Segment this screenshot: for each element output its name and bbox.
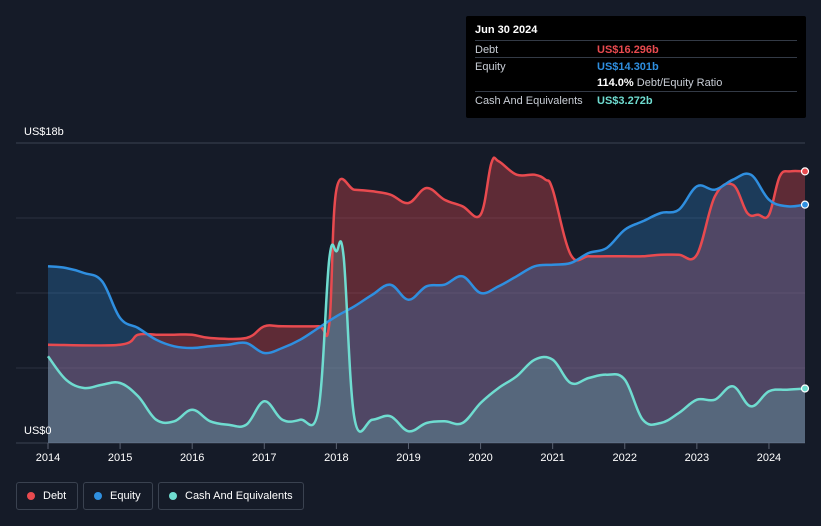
equity-end-marker [800, 200, 810, 209]
series-areas [48, 157, 805, 443]
x-tick-label: 2020 [468, 452, 492, 464]
y-axis-top-label: US$18b [24, 126, 64, 138]
x-axis-ticks: 2014 2015 2016 2017 2018 2019 2020 2021 2022 2023… [36, 443, 781, 464]
end-markers [800, 167, 810, 393]
tooltip-value: US$16.296b [597, 44, 659, 56]
debt-line [47, 156, 806, 347]
legend-label: Cash And Equivalents [185, 490, 293, 502]
x-tick-label: 2021 [540, 452, 564, 464]
series-lines [46, 156, 806, 433]
legend-dot [169, 492, 177, 500]
tooltip-date: Jun 30 2024 [475, 24, 538, 36]
tooltip-row-debt: Debt US$16.296b [475, 40, 797, 58]
ratio-value: 114.0% [597, 77, 634, 89]
tooltip: Jun 30 2024 Debt US$16.296b Equity US$14… [466, 16, 806, 118]
tooltip-label: Debt [475, 44, 499, 56]
cash-and-equivalents-area [48, 241, 805, 443]
tooltip-label: Equity [475, 61, 506, 73]
legend-item-equity[interactable]: Equity [83, 482, 153, 510]
cash-and-equivalents-end-marker [800, 384, 810, 393]
x-tick-label: 2014 [36, 452, 60, 464]
tooltip-row-equity: Equity US$14.301b [475, 57, 797, 75]
legend-item-cash[interactable]: Cash And Equivalents [158, 482, 304, 510]
tooltip-label: Cash And Equivalents [475, 95, 583, 107]
legend-item-debt[interactable]: Debt [16, 482, 78, 510]
equity-line [47, 172, 806, 355]
x-tick-label: 2015 [108, 452, 132, 464]
x-tick-label: 2023 [685, 452, 709, 464]
legend-dot [27, 492, 35, 500]
cash-and-equivalents-line [46, 240, 806, 433]
debt-end-marker [800, 167, 810, 176]
legend-label: Debt [43, 490, 67, 502]
legend-label: Equity [110, 490, 141, 502]
tooltip-value: US$3.272b [597, 95, 653, 107]
x-tick-label: 2018 [324, 452, 348, 464]
tooltip-value: 114.0% Debt/Equity Ratio [597, 77, 722, 89]
x-tick-label: 2022 [613, 452, 637, 464]
x-tick-label: 2024 [757, 452, 781, 464]
x-tick-label: 2016 [180, 452, 204, 464]
ratio-suffix: Debt/Equity Ratio [636, 77, 723, 89]
debt-area [48, 157, 805, 443]
grid-lines [16, 142, 805, 444]
y-axis-bottom-label: US$0 [24, 425, 52, 437]
tooltip-value: US$14.301b [597, 61, 659, 73]
x-tick-label: 2019 [396, 452, 420, 464]
legend-dot [94, 492, 102, 500]
tooltip-row-cash: Cash And Equivalents US$3.272b [475, 91, 797, 109]
x-tick-label: 2017 [252, 452, 276, 464]
tooltip-row-ratio: 114.0% Debt/Equity Ratio [475, 74, 797, 91]
